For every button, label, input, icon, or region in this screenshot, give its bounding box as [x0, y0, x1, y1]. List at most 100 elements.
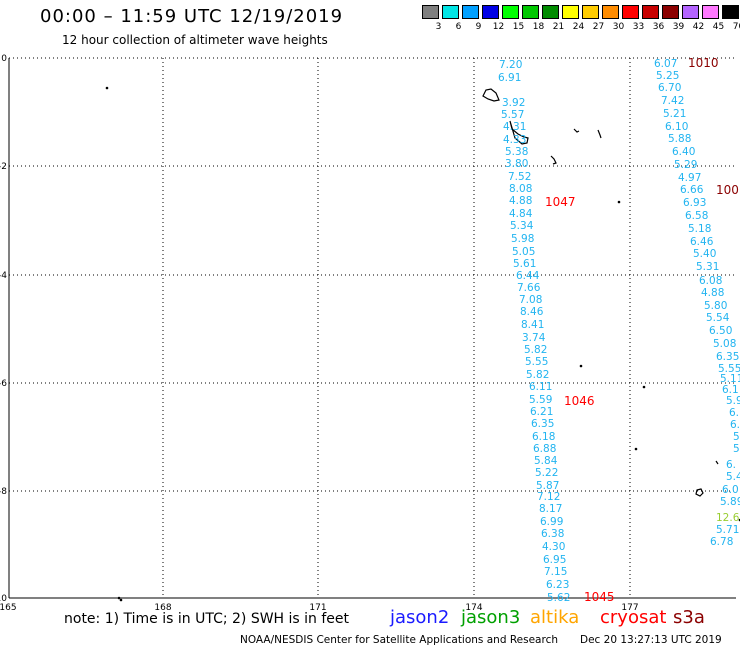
wave-height-value: 4.33	[503, 134, 526, 146]
wave-height-value: 6.78	[710, 536, 733, 548]
wave-height-value: 8.46	[520, 306, 544, 318]
wave-height-value: 4.88	[701, 287, 724, 299]
island-outline	[695, 488, 704, 497]
wave-height-value: 5.59	[529, 394, 552, 406]
scale-label: 70	[732, 22, 740, 32]
scale-label: 33	[632, 22, 645, 32]
wave-height-value: 5.62	[547, 592, 570, 604]
wave-height-value: 8.08	[509, 183, 532, 195]
wave-height-value: 5.84	[534, 455, 558, 467]
scale-swatch	[642, 5, 659, 19]
lat-label: -2	[0, 162, 7, 172]
wave-height-value: 6.91	[498, 72, 521, 84]
lon-label: 171	[309, 603, 326, 613]
pressure-label: 100	[716, 183, 739, 197]
wave-height-value: 5.29	[674, 159, 697, 171]
wave-height-value: 6.11	[529, 381, 552, 393]
wave-height-value: 7.52	[508, 171, 531, 183]
scale-label: 6	[455, 22, 462, 32]
wave-height-value: 5.57	[501, 109, 524, 121]
island-dot	[617, 200, 621, 204]
lon-label: 165	[0, 603, 17, 613]
island-dot	[579, 364, 583, 368]
scale-swatch	[522, 5, 539, 19]
wave-height-value: 7.15	[544, 566, 567, 578]
scale-label: 24	[572, 22, 585, 32]
scale-swatch	[702, 5, 719, 19]
island-dot	[105, 86, 109, 90]
wave-height-value: 6.35	[716, 351, 739, 363]
lon-label: 168	[154, 603, 171, 613]
wave-height-value: 6.70	[658, 82, 681, 94]
wave-height-value: 8.17	[539, 503, 562, 515]
wave-height-value: 5	[733, 443, 740, 455]
scale-label: 30	[612, 22, 625, 32]
island-outline	[482, 88, 500, 102]
scale-swatch	[462, 5, 479, 19]
scale-label: 21	[552, 22, 565, 32]
wave-height-value: 6.1	[722, 384, 739, 396]
island-outline	[573, 128, 580, 133]
wave-height-value: 3.80	[505, 158, 528, 170]
wave-height-value: 5.82	[526, 369, 549, 381]
pressure-label: 1047	[545, 195, 576, 209]
wave-height-value: 6.21	[530, 406, 553, 418]
footer-credit: NOAA/NESDIS Center for Satellite Applica…	[240, 634, 558, 646]
lat-label: -10	[0, 594, 7, 604]
wave-height-value: 6.35	[531, 418, 554, 430]
wave-height-value: 7.08	[519, 294, 542, 306]
wave-height-value: 6.58	[685, 210, 708, 222]
wave-height-value: 6.08	[699, 275, 722, 287]
scale-swatch	[722, 5, 739, 19]
scale-swatch	[422, 5, 439, 19]
wave-height-value: 5.9	[726, 395, 740, 407]
wave-height-value: 4.88	[509, 195, 532, 207]
wave-height-value: 5	[733, 431, 740, 443]
scale-label: 12	[492, 22, 505, 32]
island-dot	[642, 385, 646, 389]
wave-height-value: 4.97	[678, 172, 701, 184]
footer-note: note: 1) Time is in UTC; 2) SWH is in fe…	[64, 611, 350, 627]
scale-swatch	[442, 5, 459, 19]
wave-height-value: 6.0	[722, 484, 739, 496]
wave-height-value: 6.	[729, 407, 739, 419]
wave-height-value: 5.22	[535, 467, 558, 479]
wave-height-value: 6.10	[665, 121, 688, 133]
island-dot	[119, 598, 123, 602]
wave-height-value: 4.31	[503, 121, 526, 133]
satellite-label-s3a: s3a	[673, 607, 705, 628]
wave-height-value: 4.84	[509, 208, 533, 220]
page-subtitle: 12 hour collection of altimeter wave hei…	[62, 33, 328, 47]
wave-height-value: 8.41	[521, 319, 544, 331]
lon-label: 177	[621, 603, 638, 613]
lat-label: -4	[0, 271, 7, 281]
scale-label: 45	[712, 22, 725, 32]
wave-height-value: 5.98	[511, 233, 534, 245]
wave-height-value: 5.4	[726, 471, 740, 483]
scale-swatch	[562, 5, 579, 19]
wave-height-value: 5.88	[668, 133, 691, 145]
wave-height-value: 5.31	[696, 261, 719, 273]
wave-height-value: 6.88	[533, 443, 556, 455]
lon-label: 174	[465, 603, 482, 613]
island-dot	[117, 596, 121, 600]
island-outline	[715, 460, 719, 465]
wave-height-value: 5.05	[512, 246, 535, 258]
satellite-label-jason2: jason2	[390, 607, 450, 628]
island-outline	[509, 120, 529, 145]
wave-height-value: 3.74	[522, 332, 546, 344]
satellite-label-jason3: jason3	[461, 607, 521, 628]
scale-label: 18	[532, 22, 545, 32]
lat-label: 0	[1, 54, 7, 64]
wave-height-value: 6.40	[672, 146, 695, 158]
wave-height-value: 7.12	[537, 491, 560, 503]
wave-height-value: 5.82	[524, 344, 547, 356]
scale-label: 27	[592, 22, 605, 32]
island-outline	[597, 129, 602, 139]
scale-swatch	[622, 5, 639, 19]
wave-height-value: 6.46	[690, 236, 714, 248]
lat-label: -6	[0, 379, 7, 389]
wave-height-value: 6.44	[516, 270, 540, 282]
scale-label: 42	[692, 22, 705, 32]
